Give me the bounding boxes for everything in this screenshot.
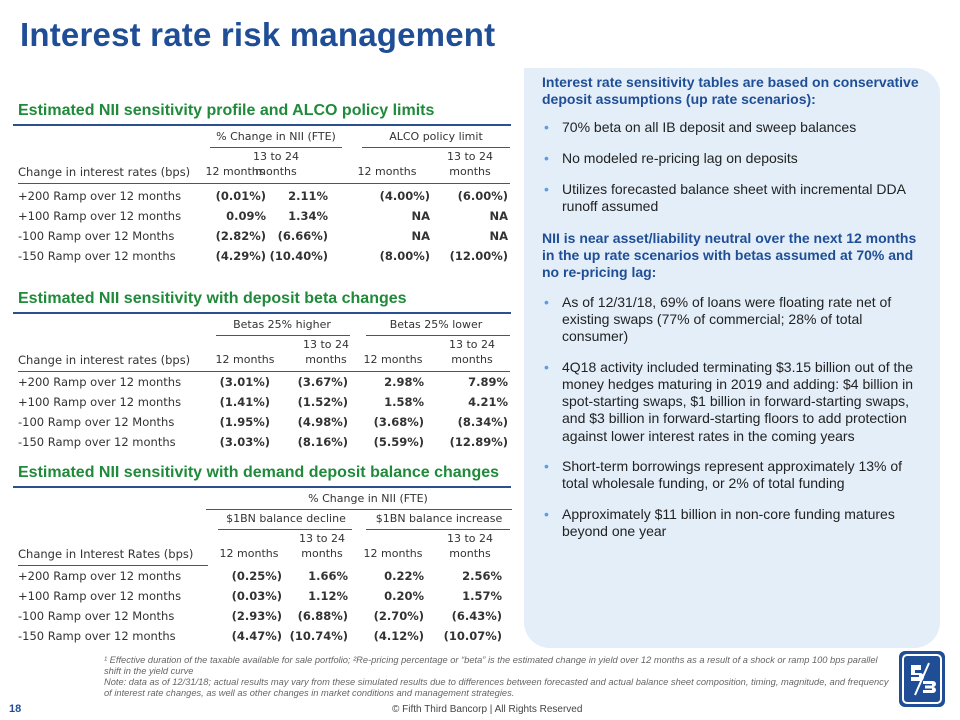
col-header-months: months	[255, 165, 297, 178]
table-group-header: Betas 25% higher	[233, 318, 331, 331]
col-header-13to24: 13 to 24	[298, 532, 346, 545]
bullet-icon: •	[544, 458, 549, 475]
table-header-row: Change in interest rates (bps) 12 months…	[18, 162, 510, 182]
panel-bullet-1: • 70% beta on all IB deposit and sweep ba…	[544, 118, 857, 135]
footnote-2: Note: data as of 12/31/18; actual result…	[104, 677, 889, 698]
table-group-header: $1BN balance increase	[375, 512, 503, 525]
row-header: Change in interest rates (bps)	[18, 165, 191, 179]
header-divider	[18, 371, 510, 372]
table-group-header: $1BN balance decline	[226, 512, 346, 525]
group-underline	[210, 147, 342, 148]
table-row: -150 Ramp over 12 months (3.03%) (8.16%)…	[18, 435, 508, 449]
panel-bullet-3: • Utilizes forecasted balance sheet with …	[544, 181, 906, 215]
table-deposit-beta: Betas 25% higher Betas 25% lower 13 to 2…	[18, 316, 510, 456]
table-row: -100 Ramp over 12 Months (1.95%) (4.98%)…	[18, 415, 508, 429]
panel-bullet-5: • 4Q18 activity included terminating $3.1…	[544, 358, 914, 444]
table-row: +200 Ramp over 12 months (3.01%) (3.67%)…	[18, 375, 508, 389]
group-underline	[216, 335, 350, 336]
table-row: +100 Ramp over 12 months (0.03%) 1.12% 0…	[18, 589, 502, 603]
panel-heading-1: Interest rate sensitivity tables are bas…	[542, 74, 919, 108]
panel-bullet-6: • Short-term borrowings represent approxi…	[544, 458, 903, 492]
table-row: +200 Ramp over 12 months (0.01%) 2.11% (…	[18, 189, 508, 203]
group-underline	[366, 529, 510, 530]
section-title-demand-deposit: Estimated NII sensitivity with demand de…	[18, 464, 500, 481]
footnote-1: ¹ Effective duration of the taxable avai…	[104, 655, 878, 676]
col-header-12m: 12 months	[363, 547, 423, 560]
page-number: 18	[9, 703, 22, 715]
bullet-icon: •	[544, 181, 549, 198]
col-header-13to24: 13 to 24	[446, 150, 494, 163]
bullet-icon: •	[544, 358, 549, 375]
col-header-12m: 12 months	[363, 353, 423, 366]
table-header-row: Change in Interest Rates (bps) 12 months…	[18, 544, 510, 564]
copyright: © Fifth Third Bancorp | All Rights Reser…	[392, 704, 583, 715]
header-divider	[18, 565, 208, 566]
bullet-icon: •	[544, 505, 549, 522]
col-header-months: months	[449, 547, 491, 560]
section-title-beta: Estimated NII sensitivity with deposit b…	[18, 290, 407, 307]
col-header-13to24: 13 to 24	[448, 338, 496, 351]
table-group-header: Betas 25% lower	[389, 318, 483, 331]
table-row: +100 Ramp over 12 months (1.41%) (1.52%)…	[18, 395, 508, 409]
bullet-icon: •	[544, 118, 549, 135]
col-header-12m: 12 months	[215, 353, 275, 366]
info-panel	[524, 68, 940, 648]
col-header-13to24: 13 to 24	[302, 338, 350, 351]
col-header-months: months	[301, 547, 343, 560]
col-header-12m: 12 months	[219, 547, 279, 560]
table-group-header: ALCO policy limit	[389, 130, 483, 143]
table-row: -150 Ramp over 12 months (4.47%) (10.74%…	[18, 629, 502, 643]
table-demand-deposit: % Change in NII (FTE) $1BN balance decli…	[18, 490, 512, 648]
group-underline	[366, 335, 510, 336]
table-row: +100 Ramp over 12 months 0.09% 1.34% NA …	[18, 209, 508, 223]
table-group-header: % Change in NII (FTE)	[216, 130, 336, 143]
col-header-months: months	[449, 165, 491, 178]
table-row: +200 Ramp over 12 months (0.25%) 1.66% 0…	[18, 569, 502, 583]
bullet-icon: •	[544, 149, 549, 166]
section-title-alco: Estimated NII sensitivity profile and AL…	[18, 102, 435, 119]
header-divider	[18, 183, 510, 184]
table-top-group-header: % Change in NII (FTE)	[308, 492, 428, 505]
group-underline	[362, 147, 510, 148]
section-rule	[13, 312, 511, 314]
group-underline	[218, 529, 352, 530]
col-header-12m: 12 months	[205, 165, 265, 178]
table-row: -150 Ramp over 12 months (4.29%) (10.40%…	[18, 249, 508, 263]
footnotes: ¹ Effective duration of the taxable avai…	[104, 655, 894, 699]
table-row: -100 Ramp over 12 Months (2.82%) (6.66%)…	[18, 229, 508, 243]
col-header-months: months	[451, 353, 493, 366]
table-row: -100 Ramp over 12 Months (2.93%) (6.88%)…	[18, 609, 502, 623]
panel-heading-2: NII is near asset/liability neutral over…	[542, 229, 917, 281]
section-rule	[13, 486, 511, 488]
panel-bullet-4: • As of 12/31/18, 69% of loans were float…	[544, 293, 892, 345]
row-header: Change in Interest Rates (bps)	[18, 547, 194, 561]
bullet-icon: •	[544, 293, 549, 310]
info-panel-content: Interest rate sensitivity tables are bas…	[542, 74, 922, 540]
fifth-third-logo	[899, 651, 945, 707]
group-underline	[206, 509, 512, 510]
table-nii-alco: % Change in NII (FTE) ALCO policy limit …	[18, 128, 510, 268]
col-header-13to24: 13 to 24	[252, 150, 300, 163]
page-title: Interest rate risk management	[20, 16, 496, 53]
section-rule	[13, 124, 511, 126]
panel-bullet-2: • No modeled re-pricing lag on deposits	[544, 149, 798, 166]
row-header: Change in interest rates (bps)	[18, 353, 191, 367]
panel-bullet-7: • Approximately $11 billion in non-core f…	[544, 505, 895, 539]
table-header-row: Change in interest rates (bps) 12 months…	[18, 350, 510, 370]
logo-icon	[902, 654, 942, 704]
col-header-months: months	[305, 353, 347, 366]
col-header-12m: 12 months	[357, 165, 417, 178]
col-header-13to24: 13 to 24	[446, 532, 494, 545]
